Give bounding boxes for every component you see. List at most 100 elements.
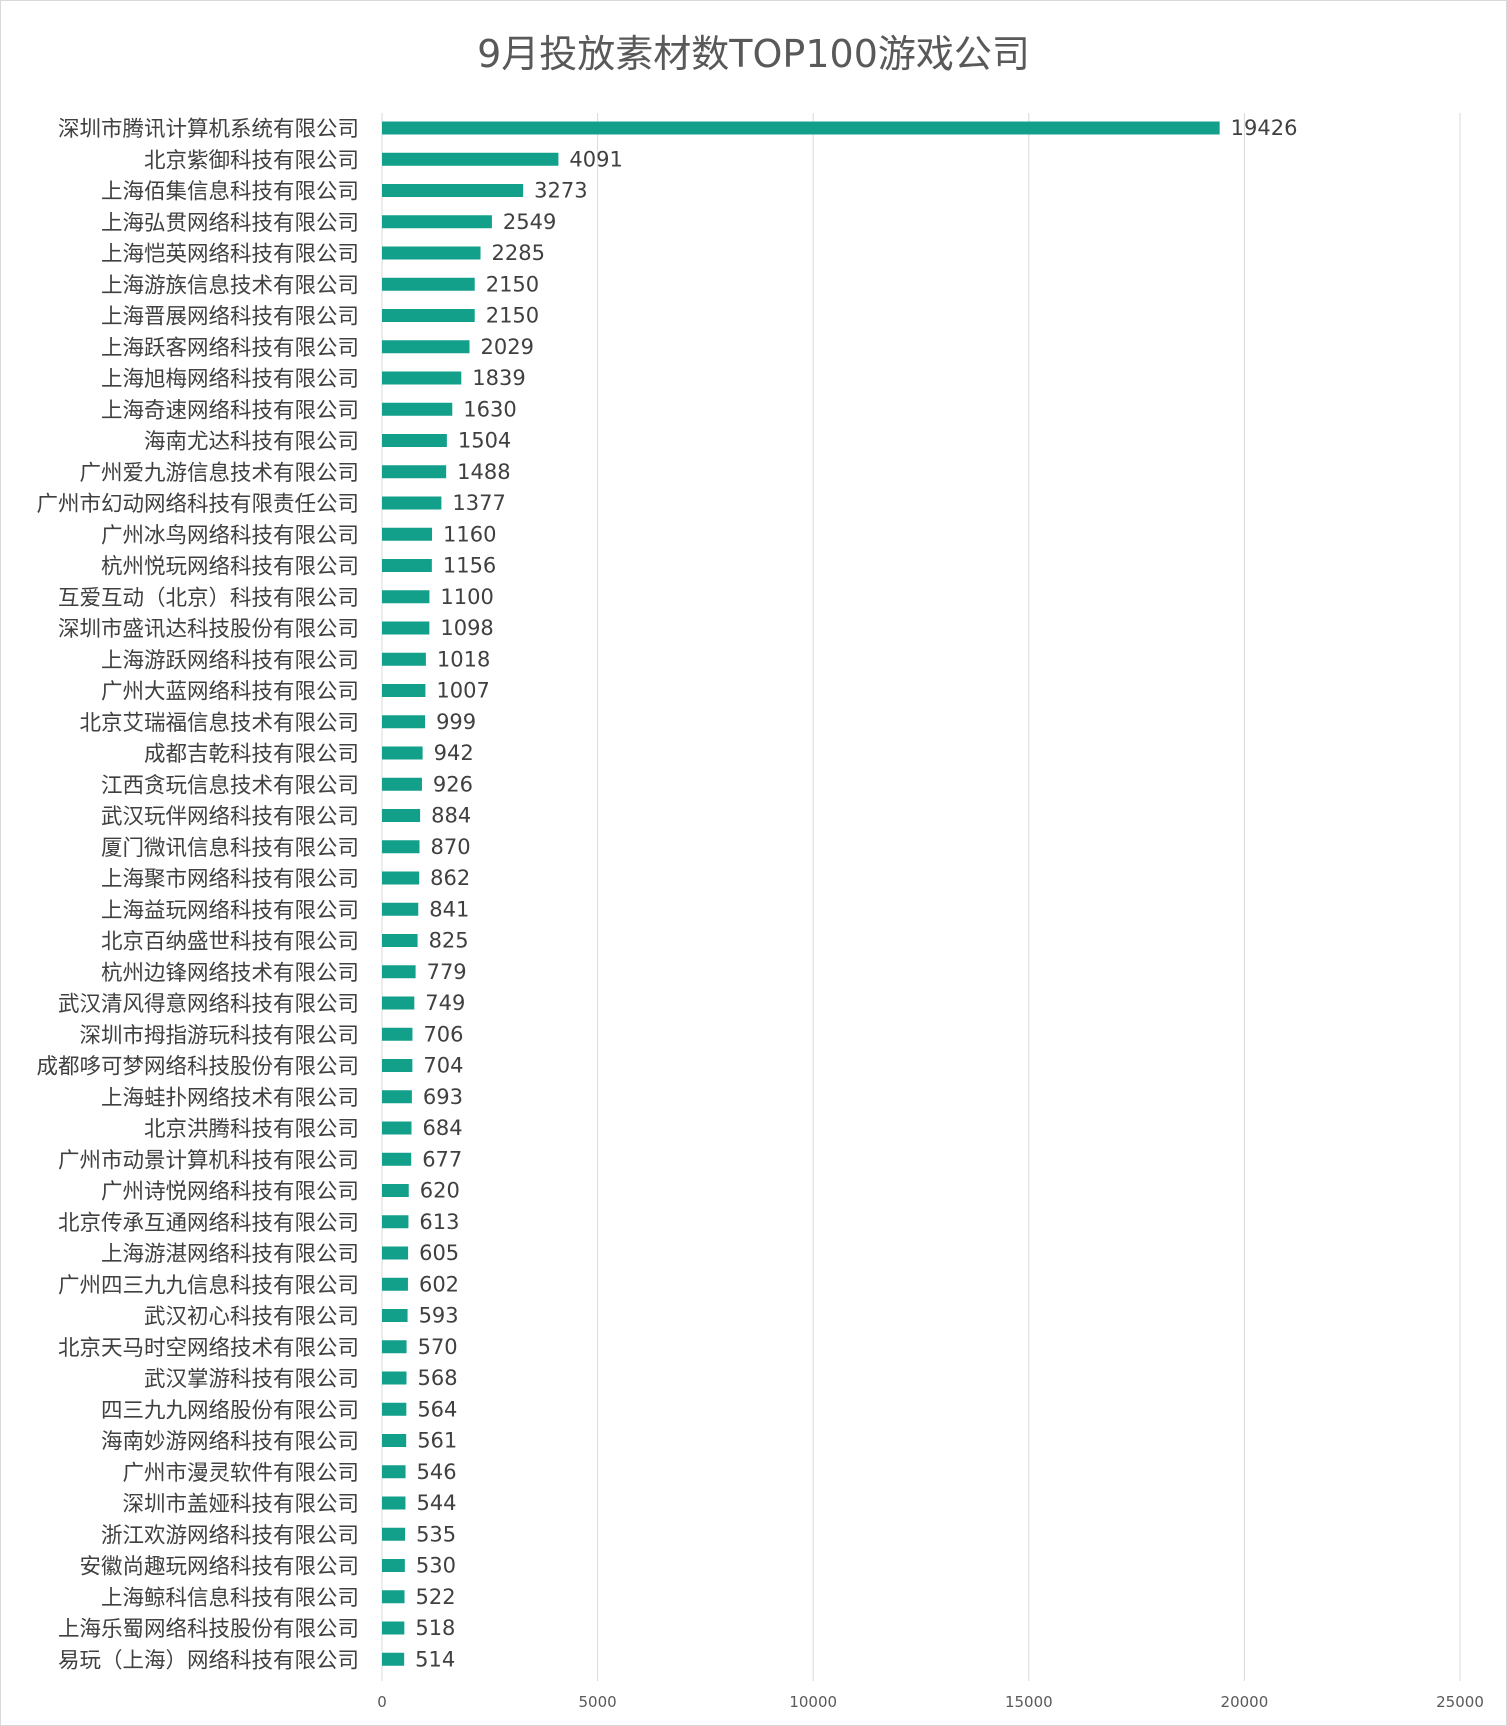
category-label: 海南尤达科技有限公司 bbox=[144, 430, 359, 455]
category-label: 上海佰集信息科技有限公司 bbox=[101, 180, 359, 205]
bar bbox=[382, 1590, 405, 1604]
data-label: 561 bbox=[417, 1429, 457, 1453]
category-label: 海南妙游网络科技有限公司 bbox=[101, 1430, 359, 1455]
category-label: 广州市动景计算机科技有限公司 bbox=[58, 1148, 359, 1173]
bar bbox=[382, 1340, 407, 1354]
data-label: 602 bbox=[419, 1272, 459, 1296]
bar bbox=[382, 371, 462, 385]
category-label: 武汉玩伴网络科技有限公司 bbox=[101, 805, 359, 830]
category-label: 上海游湛网络科技有限公司 bbox=[101, 1242, 359, 1267]
data-label: 779 bbox=[427, 960, 467, 984]
bar bbox=[382, 746, 423, 760]
data-label: 518 bbox=[415, 1616, 455, 1640]
bar bbox=[382, 402, 453, 416]
bar bbox=[382, 1559, 405, 1572]
category-label: 武汉初心科技有限公司 bbox=[144, 1305, 359, 1330]
bar bbox=[382, 215, 492, 229]
bar bbox=[382, 809, 421, 822]
category-label: 上海跃客网络科技有限公司 bbox=[101, 336, 359, 361]
x-axis-ticks: 0 5000 10000 15000 20000 25000 bbox=[377, 1693, 1484, 1711]
bars bbox=[382, 121, 1220, 1666]
data-label: 2285 bbox=[492, 241, 545, 265]
category-label: 上海旭梅网络科技有限公司 bbox=[101, 367, 359, 392]
bar bbox=[382, 684, 426, 697]
category-label: 深圳市盖娅科技有限公司 bbox=[122, 1492, 359, 1517]
data-label: 546 bbox=[417, 1460, 457, 1484]
category-label: 上海弘贯网络科技有限公司 bbox=[101, 211, 359, 236]
category-label: 杭州悦玩网络科技有限公司 bbox=[101, 555, 359, 580]
data-label: 999 bbox=[436, 710, 476, 734]
bar bbox=[382, 465, 447, 479]
data-label: 1630 bbox=[463, 397, 516, 421]
category-labels: 深圳市腾讯计算机系统有限公司北京紫御科技有限公司上海佰集信息科技有限公司上海弘贯… bbox=[36, 117, 359, 1673]
category-label: 广州市幻动网络科技有限责任公司 bbox=[36, 492, 359, 517]
bar bbox=[382, 496, 442, 510]
x-tick-label: 25000 bbox=[1436, 1693, 1484, 1711]
bar bbox=[382, 527, 433, 541]
data-label: 19426 bbox=[1231, 116, 1298, 140]
data-label: 2549 bbox=[503, 210, 556, 234]
bar bbox=[382, 777, 422, 791]
x-tick-label: 20000 bbox=[1221, 1693, 1269, 1711]
bar bbox=[382, 1434, 407, 1447]
category-label: 上海蛙扑网络技术有限公司 bbox=[101, 1086, 359, 1111]
category-label: 武汉清风得意网络科技有限公司 bbox=[58, 992, 359, 1017]
category-label: 上海益玩网络科技有限公司 bbox=[101, 898, 359, 923]
data-label: 568 bbox=[417, 1366, 457, 1390]
category-label: 易玩（上海）网络科技有限公司 bbox=[58, 1648, 359, 1673]
bar bbox=[382, 902, 419, 916]
bar bbox=[382, 1465, 406, 1479]
data-label: 1160 bbox=[443, 522, 496, 546]
category-label: 广州爱九游信息技术有限公司 bbox=[79, 461, 359, 486]
data-label: 3273 bbox=[534, 179, 587, 203]
data-label: 841 bbox=[429, 897, 469, 921]
data-label: 870 bbox=[431, 835, 471, 859]
bar bbox=[382, 1059, 413, 1072]
data-label: 593 bbox=[419, 1304, 459, 1328]
data-label: 926 bbox=[433, 772, 473, 796]
bar bbox=[382, 1027, 413, 1041]
category-label: 北京洪腾科技有限公司 bbox=[144, 1117, 359, 1142]
data-label: 514 bbox=[415, 1647, 455, 1671]
category-label: 北京百纳盛世科技有限公司 bbox=[101, 930, 359, 955]
data-label: 1156 bbox=[443, 554, 496, 578]
bar bbox=[382, 965, 416, 979]
bar bbox=[382, 1184, 409, 1197]
data-label: 620 bbox=[420, 1179, 460, 1203]
chart-title: 9月投放素材数TOP100游戏公司 bbox=[477, 32, 1030, 76]
bar bbox=[382, 1371, 407, 1385]
data-label: 530 bbox=[416, 1554, 456, 1578]
bar bbox=[382, 1496, 406, 1510]
category-label: 上海聚市网络科技有限公司 bbox=[101, 867, 359, 892]
data-label: 1098 bbox=[440, 616, 493, 640]
bar bbox=[382, 1121, 412, 1135]
x-tick-label: 5000 bbox=[579, 1693, 617, 1711]
category-label: 深圳市腾讯计算机系统有限公司 bbox=[58, 117, 359, 142]
data-label: 1100 bbox=[440, 585, 493, 609]
bar bbox=[382, 621, 430, 635]
bar bbox=[382, 277, 475, 291]
category-label: 广州诗悦网络科技有限公司 bbox=[101, 1180, 359, 1205]
category-label: 北京艾瑞福信息技术有限公司 bbox=[79, 711, 359, 736]
category-label: 武汉掌游科技有限公司 bbox=[144, 1367, 359, 1392]
bar bbox=[382, 871, 420, 885]
data-label: 1504 bbox=[458, 429, 511, 453]
bar bbox=[382, 1402, 407, 1416]
bar bbox=[382, 1090, 412, 1104]
bar bbox=[382, 1152, 412, 1166]
category-label: 广州四三九九信息科技有限公司 bbox=[58, 1273, 359, 1298]
data-label: 1488 bbox=[457, 460, 510, 484]
category-label: 浙江欢游网络科技有限公司 bbox=[101, 1523, 359, 1548]
data-label: 1007 bbox=[436, 679, 489, 703]
data-label: 4091 bbox=[569, 147, 622, 171]
category-label: 四三九九网络股份有限公司 bbox=[101, 1398, 359, 1423]
category-label: 广州大蓝网络科技有限公司 bbox=[101, 680, 359, 705]
data-label: 544 bbox=[416, 1491, 456, 1515]
category-label: 广州市漫灵软件有限公司 bbox=[122, 1461, 359, 1486]
category-label: 上海奇速网络科技有限公司 bbox=[101, 398, 359, 423]
bar bbox=[382, 1527, 406, 1541]
data-label: 942 bbox=[434, 741, 474, 765]
data-label: 862 bbox=[430, 866, 470, 890]
category-label: 成都吉乾科技有限公司 bbox=[144, 742, 359, 767]
